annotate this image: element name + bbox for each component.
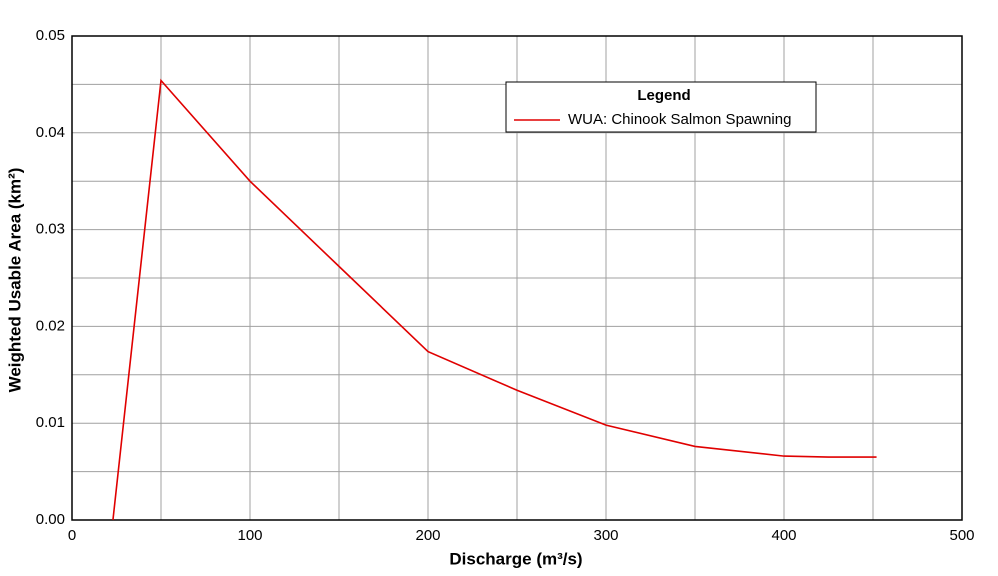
plot-frame: [71, 35, 963, 521]
y-tick-label: 0.03: [36, 221, 65, 238]
x-axis-title: Discharge (m³/s): [449, 549, 582, 568]
x-tick-label: 400: [771, 527, 796, 544]
y-tick-label: 0.02: [36, 317, 65, 334]
x-tick-label: 300: [593, 527, 618, 544]
y-tick-label: 0.01: [36, 414, 65, 431]
y-tick-label: 0.05: [36, 27, 65, 44]
y-axis-title: Weighted Usable Area (km²): [5, 168, 24, 393]
y-tick-label: 0.04: [36, 124, 65, 141]
legend-label: WUA: Chinook Salmon Spawning: [568, 111, 791, 128]
legend-title: Legend: [637, 87, 690, 104]
x-tick-label: 100: [237, 527, 262, 544]
x-tick-label: 200: [415, 527, 440, 544]
data-line: [112, 78, 877, 521]
x-tick-label: 0: [68, 527, 76, 544]
x-tick-label: 500: [949, 527, 974, 544]
legend-box: [505, 81, 817, 133]
y-tick-label: 0.00: [36, 511, 65, 528]
